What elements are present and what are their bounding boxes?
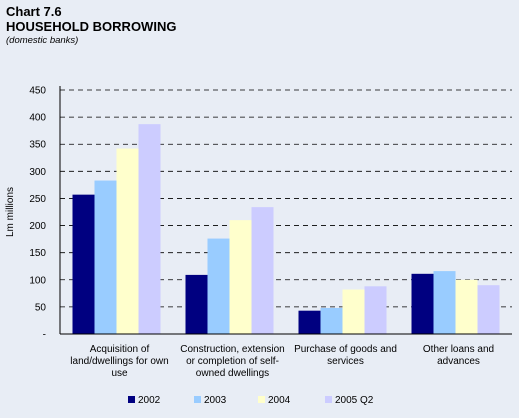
y-axis-label: Lm millions bbox=[5, 187, 16, 237]
bar-2004 bbox=[116, 148, 139, 334]
bar-2003 bbox=[433, 271, 456, 334]
legend: 2002 2003 2004 2005 Q2 bbox=[128, 395, 374, 406]
chart-number: Chart 7.6 bbox=[6, 4, 62, 19]
category-label: Purchase of goods and services bbox=[294, 344, 397, 367]
legend-label: 2002 bbox=[138, 395, 161, 406]
bar-2002 bbox=[411, 273, 434, 334]
bar-2004 bbox=[229, 220, 252, 334]
bar-2005-q2 bbox=[477, 285, 500, 334]
bar-2002 bbox=[72, 194, 95, 334]
y-tick-label: 100 bbox=[29, 275, 46, 286]
bar-2002 bbox=[298, 310, 321, 334]
y-tick-label: 350 bbox=[29, 140, 46, 151]
chart-subtitle: (domestic banks) bbox=[6, 35, 79, 46]
legend-swatch bbox=[194, 396, 201, 403]
legend-label: 2003 bbox=[204, 395, 227, 406]
bar-2005-q2 bbox=[251, 207, 274, 334]
y-tick-label: 200 bbox=[29, 221, 46, 232]
axes bbox=[59, 86, 512, 335]
legend-swatch bbox=[258, 396, 265, 403]
bar-groups bbox=[72, 124, 500, 334]
bar-2003 bbox=[207, 238, 230, 334]
legend-label: 2004 bbox=[268, 395, 291, 406]
bar-2005-q2 bbox=[364, 286, 387, 334]
legend-swatch bbox=[325, 396, 332, 403]
bar-2004 bbox=[455, 279, 478, 334]
legend-swatch bbox=[128, 396, 135, 403]
y-tick-labels: - 50 100 150 200 250 300 350 400 450 bbox=[29, 86, 46, 341]
y-tick-label: 300 bbox=[29, 167, 46, 178]
chart-title: HOUSEHOLD BORROWING bbox=[6, 19, 177, 34]
bar-2004 bbox=[342, 289, 365, 334]
category-label: Acquisition of land/dwellings for own use bbox=[70, 344, 168, 379]
y-tick-label: 150 bbox=[29, 248, 46, 259]
category-label: Construction, extension or completion of … bbox=[180, 344, 285, 379]
bar-2002 bbox=[185, 274, 208, 334]
title-block: Chart 7.6 HOUSEHOLD BORROWING (domestic … bbox=[6, 4, 176, 47]
legend-label: 2005 Q2 bbox=[335, 395, 374, 406]
y-tick-label: - bbox=[43, 330, 46, 341]
bar-2003 bbox=[320, 307, 343, 334]
y-tick-label: 400 bbox=[29, 113, 46, 124]
y-tick-label: 450 bbox=[29, 86, 46, 97]
bar-2005-q2 bbox=[138, 124, 161, 334]
y-tick-label: 50 bbox=[35, 302, 47, 313]
bar-2003 bbox=[94, 180, 117, 334]
category-labels: Acquisition of land/dwellings for own use C… bbox=[70, 344, 494, 379]
category-label: Other loans and advances bbox=[423, 344, 494, 367]
y-tick-label: 250 bbox=[29, 194, 46, 205]
